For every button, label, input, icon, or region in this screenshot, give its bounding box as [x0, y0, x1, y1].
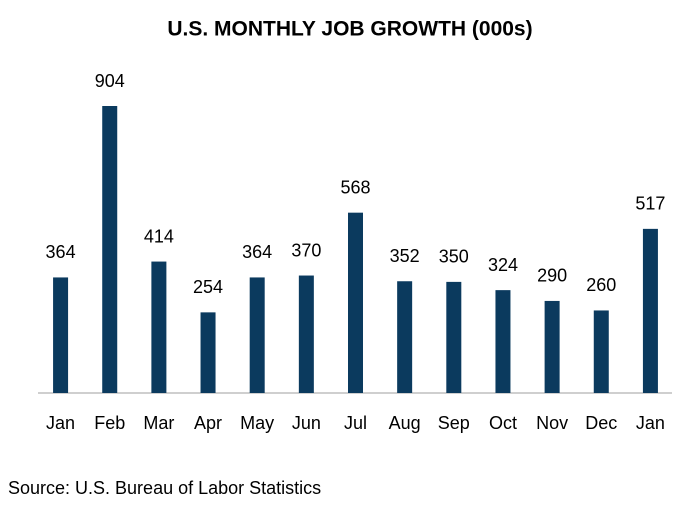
data-label: 364 — [46, 242, 76, 262]
x-tick-label: May — [240, 413, 274, 433]
x-tick-label: Feb — [94, 413, 125, 433]
x-tick-label: Nov — [536, 413, 568, 433]
data-label: 568 — [340, 177, 370, 197]
data-label: 260 — [586, 275, 616, 295]
x-tick-label: Apr — [194, 413, 222, 433]
bar — [446, 281, 462, 393]
bar — [495, 290, 511, 393]
data-label: 364 — [242, 242, 272, 262]
data-label: 414 — [144, 226, 174, 246]
x-tick-label: Jul — [344, 413, 367, 433]
chart-title: U.S. MONTHLY JOB GROWTH (000s) — [167, 18, 532, 41]
bar — [348, 212, 363, 393]
data-label: 352 — [390, 246, 420, 266]
data-label: 324 — [488, 255, 518, 275]
bar — [593, 310, 609, 393]
bar — [200, 312, 216, 393]
bar — [544, 300, 560, 393]
x-tick-label: Dec — [585, 413, 617, 433]
bar — [151, 261, 167, 393]
data-label: 254 — [193, 277, 223, 297]
data-label: 517 — [635, 194, 665, 214]
x-tick-label: Jan — [46, 413, 75, 433]
x-tick-label: Mar — [143, 413, 174, 433]
data-label: 370 — [291, 240, 321, 260]
bar — [102, 106, 118, 393]
x-tick-label: Oct — [489, 413, 517, 433]
bar — [397, 281, 413, 393]
x-tick-label: Aug — [389, 413, 421, 433]
bar — [249, 277, 265, 393]
data-label: 904 — [95, 71, 125, 91]
bar — [53, 277, 69, 393]
x-tick-label: Jun — [292, 413, 321, 433]
bar — [642, 228, 658, 393]
data-label: 350 — [439, 247, 469, 267]
source-note: Source: U.S. Bureau of Labor Statistics — [8, 478, 321, 498]
bar — [298, 275, 314, 393]
x-tick-label: Jan — [636, 413, 665, 433]
data-label: 290 — [537, 266, 567, 286]
x-tick-label: Sep — [438, 413, 470, 433]
